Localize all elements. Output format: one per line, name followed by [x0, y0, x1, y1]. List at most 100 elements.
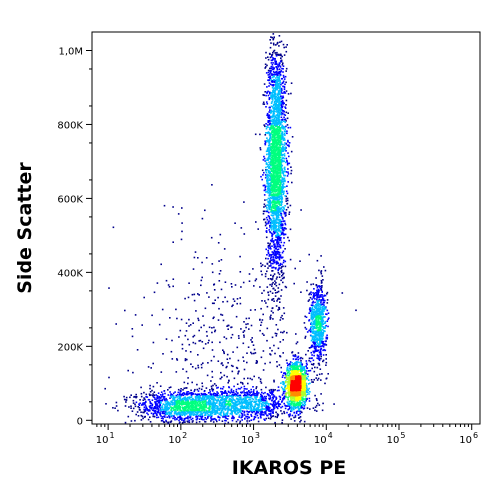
- event-dot: [208, 326, 211, 329]
- event-dot: [211, 398, 213, 401]
- event-dot: [288, 142, 291, 144]
- event-dot: [274, 121, 277, 124]
- event-dot: [152, 407, 155, 410]
- event-dot: [306, 289, 308, 292]
- event-dot: [230, 283, 233, 285]
- event-dot: [251, 397, 253, 400]
- event-dot: [269, 187, 271, 190]
- event-dot: [308, 370, 310, 372]
- event-dot: [163, 397, 165, 399]
- event-dot: [267, 58, 270, 61]
- event-dot: [267, 117, 270, 119]
- event-dot: [283, 241, 286, 244]
- event-dot: [270, 253, 273, 256]
- event-dot: [266, 339, 268, 342]
- event-dot: [209, 389, 211, 391]
- event-dot: [302, 369, 305, 371]
- event-dot: [315, 311, 318, 314]
- event-dot: [275, 396, 277, 399]
- event-dot: [270, 67, 273, 70]
- event-dot: [271, 123, 273, 126]
- event-dot: [280, 227, 283, 229]
- event-dot: [318, 336, 321, 339]
- event-dot: [308, 397, 311, 400]
- event-dot: [270, 65, 273, 68]
- event-dot: [311, 357, 313, 359]
- event-dot: [270, 414, 272, 417]
- event-dot: [271, 76, 274, 79]
- event-dot: [280, 101, 283, 104]
- event-dot: [283, 157, 285, 160]
- event-dot: [216, 387, 218, 389]
- event-dot: [238, 402, 241, 405]
- event-dot: [319, 311, 322, 313]
- event-dot: [248, 328, 250, 330]
- event-dot: [185, 399, 187, 402]
- event-dot: [285, 67, 288, 70]
- event-dot: [284, 107, 287, 109]
- event-dot: [265, 395, 267, 398]
- event-dot: [275, 82, 277, 85]
- event-dot: [275, 222, 278, 224]
- event-dot: [279, 86, 281, 88]
- event-dot: [258, 401, 260, 403]
- event-dot: [238, 399, 241, 401]
- event-dot: [303, 366, 306, 368]
- event-dot: [303, 367, 306, 369]
- event-dot: [320, 255, 322, 257]
- event-dot: [266, 114, 268, 117]
- event-dot: [319, 331, 322, 334]
- event-dot: [313, 337, 315, 340]
- event-dot: [217, 399, 220, 402]
- event-dot: [171, 401, 173, 404]
- event-dot: [256, 390, 258, 393]
- event-dot: [201, 385, 204, 388]
- event-dot: [300, 407, 302, 409]
- event-dot: [282, 193, 285, 196]
- event-dot: [268, 153, 270, 155]
- event-dot: [310, 351, 313, 354]
- event-dot: [238, 414, 241, 416]
- event-dot: [127, 369, 129, 372]
- event-dot: [164, 413, 167, 416]
- event-dot: [222, 401, 225, 404]
- event-dot: [270, 239, 272, 242]
- event-dot: [272, 42, 275, 45]
- event-dot: [262, 184, 265, 187]
- event-dot: [240, 386, 243, 389]
- event-dot: [278, 75, 281, 77]
- event-dot: [315, 377, 317, 379]
- event-dot: [299, 357, 301, 360]
- event-dot: [283, 166, 286, 169]
- event-dot: [316, 321, 319, 323]
- event-dot: [333, 403, 335, 405]
- event-dot: [296, 361, 299, 363]
- event-dot: [279, 230, 282, 233]
- event-dot: [281, 177, 284, 179]
- event-dot: [219, 404, 221, 406]
- event-dot: [157, 416, 160, 419]
- event-dot: [188, 343, 191, 346]
- event-dot: [287, 414, 290, 416]
- event-dot: [279, 66, 282, 68]
- event-dot: [260, 403, 263, 405]
- event-dot: [278, 207, 281, 210]
- event-dot: [314, 406, 317, 408]
- event-dot: [180, 390, 182, 393]
- event-dot: [153, 291, 156, 294]
- event-dot: [256, 411, 259, 413]
- event-dot: [209, 403, 212, 405]
- event-dot: [222, 398, 224, 401]
- event-dot: [154, 412, 156, 414]
- event-dot: [219, 407, 222, 409]
- event-dot: [181, 414, 184, 416]
- event-dot: [321, 310, 323, 313]
- event-dot: [175, 412, 178, 415]
- event-dot: [277, 207, 280, 209]
- event-dot: [171, 395, 173, 398]
- event-dot: [280, 70, 283, 72]
- event-dot: [281, 188, 284, 191]
- event-dot: [278, 267, 280, 269]
- event-dot: [285, 120, 287, 122]
- event-dot: [268, 142, 270, 144]
